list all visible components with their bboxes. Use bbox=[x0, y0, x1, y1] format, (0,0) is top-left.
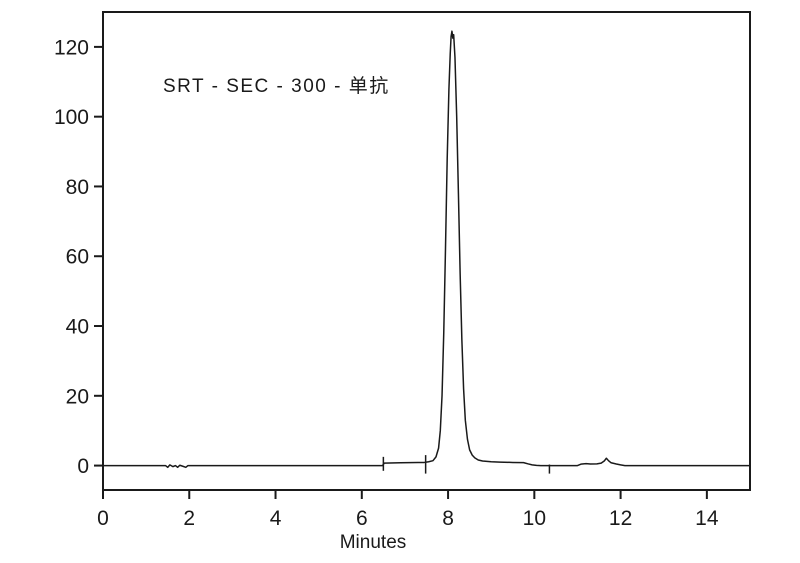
x-tick-label: 0 bbox=[97, 507, 109, 530]
plot-frame bbox=[102, 11, 751, 491]
sample-label: SRT - SEC - 300 - 单抗 bbox=[163, 76, 390, 97]
y-tick-label: 20 bbox=[66, 385, 89, 408]
y-tick-label: 60 bbox=[66, 246, 89, 269]
x-axis-title-text: Minutes bbox=[339, 532, 407, 553]
x-tick-label: 12 bbox=[609, 507, 632, 530]
x-axis-title: Minutes bbox=[0, 532, 800, 554]
y-tick-label: 0 bbox=[77, 455, 89, 478]
x-tick-label: 2 bbox=[183, 507, 195, 530]
y-tick-label: 120 bbox=[54, 36, 89, 59]
y-tick-label: 100 bbox=[54, 106, 89, 129]
x-tick-label: 4 bbox=[270, 507, 282, 530]
x-tick-label: 10 bbox=[523, 507, 546, 530]
y-tick-label: 40 bbox=[66, 316, 89, 339]
y-tick-label: 80 bbox=[66, 176, 89, 199]
signal-trace bbox=[103, 30, 750, 469]
x-tick-label: 14 bbox=[695, 507, 719, 530]
x-tick-label: 8 bbox=[442, 507, 454, 530]
x-tick-label: 6 bbox=[356, 507, 368, 530]
